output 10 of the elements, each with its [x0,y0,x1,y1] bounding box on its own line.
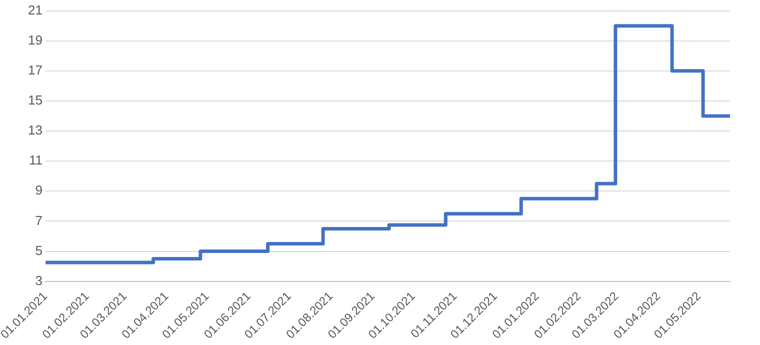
y-tick-label: 13 [28,122,42,138]
y-tick-label: 15 [28,92,42,108]
y-tick-label: 19 [28,32,42,48]
y-tick-label: 11 [28,152,42,168]
y-tick-label: 9 [35,182,42,198]
y-tick-label: 21 [28,2,42,18]
y-tick-label: 5 [35,242,42,258]
y-tick-label: 17 [28,62,42,78]
y-tick-label: 7 [35,212,42,228]
y-tick-label: 3 [35,272,42,288]
